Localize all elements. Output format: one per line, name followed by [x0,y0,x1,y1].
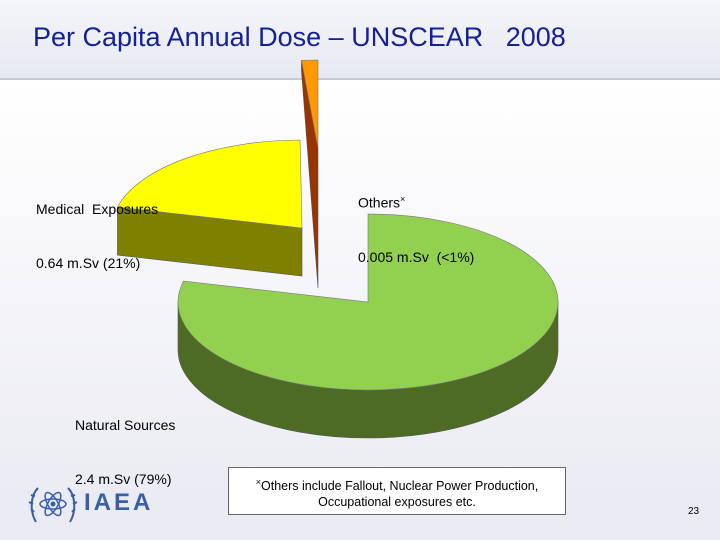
medical-label-value: 0.64 m.Sv (21%) [36,255,141,271]
natural-label: Natural Sources 2.4 m.Sv (79%) [75,380,175,506]
page-title: Per Capita Annual Dose – UNSCEAR 2008 [33,22,566,52]
pie-slice-top [301,59,319,149]
medical-label: Medical Exposures 0.64 m.Sv (21%) [36,164,158,290]
pie-slice-medical-exposures [116,139,303,277]
footnote-mark: × [255,477,262,487]
title-bar: Per Capita Annual Dose – UNSCEAR 2008 [0,0,720,80]
page-number: 23 [688,506,700,517]
medical-label-name: Medical Exposures [36,201,159,217]
iaea-logo-text: IAEA [84,489,154,516]
pie-slice-top [116,139,303,229]
footnote-box: ×Others include Fallout, Nuclear Power P… [228,467,566,515]
iaea-emblem-icon [28,487,78,523]
pie-slice-others [301,59,319,289]
footnote-line-1: Others include Fallout, Nuclear Power Pr… [261,479,539,494]
pie-slice-top [177,213,559,391]
others-label-mark: × [400,194,406,204]
others-label-name: Others [358,194,401,211]
footnote-line-2: Occupational exposures etc. [318,495,476,510]
pie-slice-natural-sources [177,213,559,439]
natural-label-name: Natural Sources [75,417,176,433]
others-label: Others× 0.005 m.Sv (<1%) [358,154,474,284]
others-label-value: 0.005 m.Sv (<1%) [358,248,475,265]
natural-label-value: 2.4 m.Sv (79%) [75,471,172,487]
